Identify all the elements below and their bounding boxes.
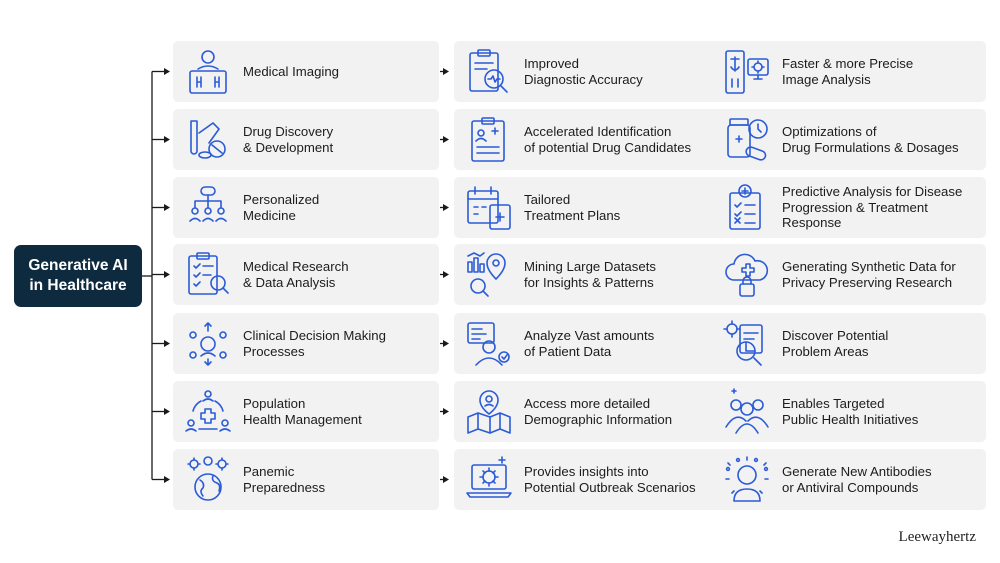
benefit-item: Provides insights into Potential Outbrea… — [462, 449, 696, 510]
branch-arrowhead — [164, 340, 170, 347]
medical-report-icon — [462, 113, 516, 167]
brand-logo: Leewayhertz — [898, 529, 976, 545]
branch-arrowhead — [164, 68, 170, 75]
benefit-item: Accelerated Identification of potential … — [462, 109, 691, 170]
community-health-icon — [181, 385, 235, 439]
benefit-item: Discover Potential Problem Areas — [720, 313, 888, 374]
test-tube-pills-icon — [181, 113, 235, 167]
flow-arrowhead — [443, 204, 449, 211]
area-item-label: Clinical Decision Making Processes — [243, 328, 386, 359]
area-card — [173, 381, 439, 442]
benefit-item-label: Predictive Analysis for Disease Progress… — [782, 184, 963, 231]
benefit-item-label: Improved Diagnostic Accuracy — [524, 56, 643, 87]
area-item-label: Medical Research & Data Analysis — [243, 259, 349, 290]
benefit-item-label: Mining Large Datasets for Insights & Pat… — [524, 259, 656, 290]
benefit-item-label: Generating Synthetic Data for Privacy Pr… — [782, 259, 956, 290]
branch-arrowhead — [164, 136, 170, 143]
data-pin-magnifier-icon — [462, 248, 516, 302]
branch-arrowhead — [164, 408, 170, 415]
xray-monitor-gear-icon — [720, 45, 774, 99]
benefit-item-label: Optimizations of Drug Formulations & Dos… — [782, 124, 959, 155]
area-card — [173, 177, 439, 238]
flow-arrowhead — [443, 476, 449, 483]
globe-virus-icon — [181, 453, 235, 507]
gear-report-magnifier-icon — [720, 317, 774, 371]
branch-arrowhead — [164, 204, 170, 211]
area-item: Panemic Preparedness — [181, 449, 325, 510]
benefit-item: Faster & more Precise Image Analysis — [720, 41, 913, 102]
flow-arrowhead — [443, 136, 449, 143]
benefit-item-label: Accelerated Identification of potential … — [524, 124, 692, 155]
flow-arrowhead — [443, 271, 449, 278]
area-item-label: Panemic Preparedness — [243, 464, 326, 495]
doctor-decision-icon — [181, 317, 235, 371]
benefits-card — [454, 449, 986, 510]
cloud-lock-icon — [720, 248, 774, 302]
area-item: Medical Research & Data Analysis — [181, 244, 349, 305]
flow-arrowhead — [443, 68, 449, 75]
area-item: Population Health Management — [181, 381, 362, 442]
map-pin-user-icon — [462, 385, 516, 439]
benefits-card — [454, 313, 986, 374]
area-item: Clinical Decision Making Processes — [181, 313, 386, 374]
benefit-item: Enables Targeted Public Health Initiativ… — [720, 381, 918, 442]
benefit-item-label: Faster & more Precise Image Analysis — [782, 56, 914, 87]
area-item: Personalized Medicine — [181, 177, 319, 238]
root-label: Generative AI in Healthcare — [28, 257, 128, 294]
patient-profile-icon — [462, 317, 516, 371]
group-plus-icon — [720, 385, 774, 439]
benefit-item: Improved Diagnostic Accuracy — [462, 41, 643, 102]
area-item-label: Personalized Medicine — [243, 192, 320, 223]
area-card — [173, 313, 439, 374]
radiologist-xray-icon — [181, 45, 235, 99]
benefit-item: Generating Synthetic Data for Privacy Pr… — [720, 244, 956, 305]
benefit-item: Analyze Vast amounts of Patient Data — [462, 313, 654, 374]
benefit-item: Optimizations of Drug Formulations & Dos… — [720, 109, 959, 170]
benefits-card — [454, 381, 986, 442]
flow-arrowhead — [443, 340, 449, 347]
benefits-card — [454, 109, 986, 170]
area-item: Medical Imaging — [181, 41, 339, 102]
checklist-plus-icon — [720, 181, 774, 235]
benefit-item: Generate New Antibodies or Antiviral Com… — [720, 449, 932, 510]
clipboard-research-icon — [181, 248, 235, 302]
benefit-item-label: Discover Potential Problem Areas — [782, 328, 889, 359]
benefits-card — [454, 177, 986, 238]
benefit-item-label: Provides insights into Potential Outbrea… — [524, 464, 696, 495]
area-item-label: Medical Imaging — [243, 63, 340, 79]
person-virus-icon — [720, 453, 774, 507]
pill-people-network-icon — [181, 181, 235, 235]
flow-arrowhead — [443, 408, 449, 415]
laptop-virus-icon — [462, 453, 516, 507]
benefit-item: Mining Large Datasets for Insights & Pat… — [462, 244, 656, 305]
benefit-item-label: Tailored Treatment Plans — [524, 192, 621, 223]
benefit-item-label: Access more detailed Demographic Informa… — [524, 396, 673, 427]
area-item-label: Drug Discovery & Development — [243, 124, 334, 155]
benefit-item-label: Analyze Vast amounts of Patient Data — [524, 328, 655, 359]
branch-arrowhead — [164, 476, 170, 483]
benefit-item: Tailored Treatment Plans — [462, 177, 620, 238]
benefit-item: Predictive Analysis for Disease Progress… — [720, 177, 962, 238]
benefit-item-label: Generate New Antibodies or Antiviral Com… — [782, 464, 932, 495]
area-card — [173, 109, 439, 170]
area-card — [173, 449, 439, 510]
benefit-item: Access more detailed Demographic Informa… — [462, 381, 672, 442]
calendar-plan-icon — [462, 181, 516, 235]
benefits-card — [454, 244, 986, 305]
pill-bottle-clock-icon — [720, 113, 774, 167]
clipboard-magnifier-icon — [462, 45, 516, 99]
benefits-card — [454, 41, 986, 102]
branch-arrowhead — [164, 271, 170, 278]
area-item-label: Population Health Management — [243, 396, 362, 427]
root-node: Generative AI in Healthcare — [14, 245, 142, 307]
benefit-item-label: Enables Targeted Public Health Initiativ… — [782, 396, 919, 427]
area-item: Drug Discovery & Development — [181, 109, 333, 170]
